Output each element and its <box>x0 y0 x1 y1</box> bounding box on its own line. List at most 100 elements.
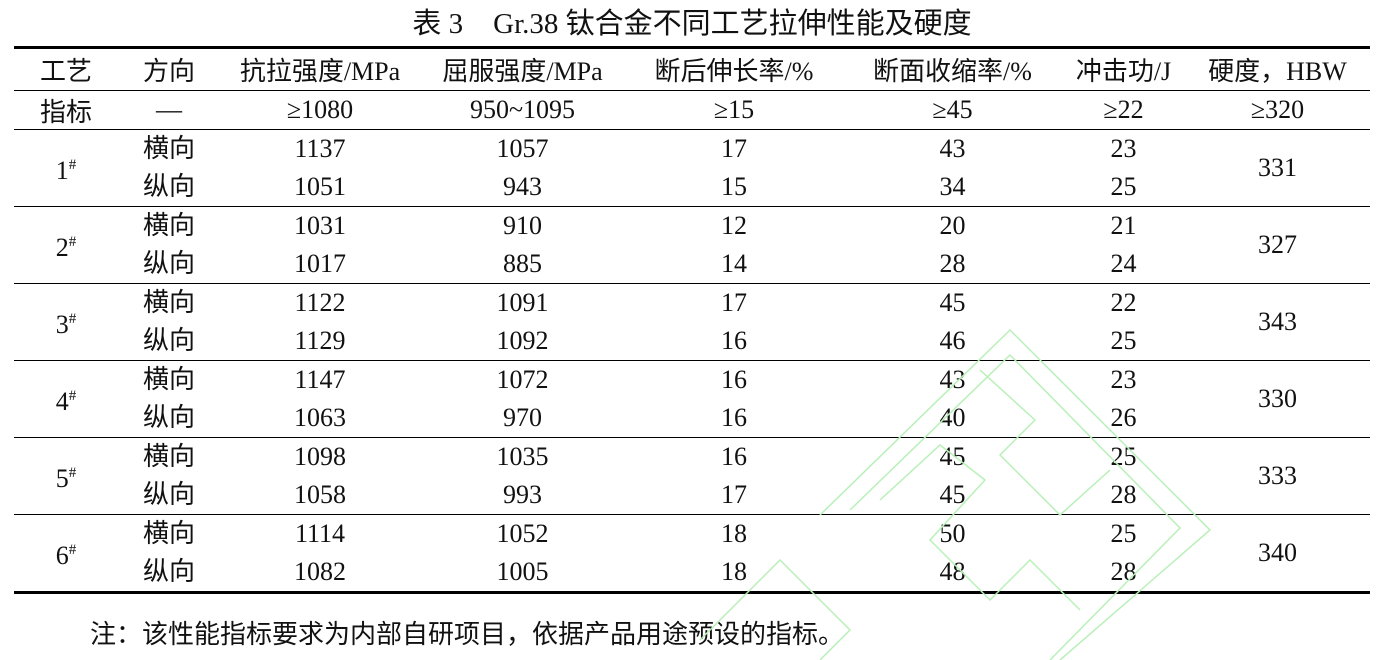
value-cell: 14 <box>625 245 843 284</box>
value-cell: 43 <box>939 134 966 163</box>
column-header: 方向 <box>118 46 220 91</box>
table-row: 纵向 1017 885 14 28 24 <box>14 245 1370 284</box>
direction-cell: 横向 <box>142 288 195 317</box>
value-cell: 16 <box>721 365 747 394</box>
value-cell: 16 <box>625 322 843 361</box>
hardness-cell: 331 <box>1185 129 1370 207</box>
direction-cell: 横向 <box>142 519 195 548</box>
value-cell: 1057 <box>496 134 549 163</box>
hardness-cell: 330 <box>1185 360 1370 438</box>
value-cell: 45 <box>939 442 966 471</box>
value-cell: 20 <box>939 211 966 240</box>
value-cell: 1082 <box>220 553 420 594</box>
process-cell: 3# <box>14 283 118 361</box>
hardness-cell: 340 <box>1185 514 1370 594</box>
index-row: 指标 — ≥1080 950~1095 ≥15 ≥45 ≥22 ≥320 <box>14 90 1370 130</box>
value-cell: 23 <box>1110 365 1137 394</box>
direction-cell: 横向 <box>142 442 195 471</box>
value-cell: 26 <box>1062 399 1185 438</box>
table-row: 4# 横向 1147 1072 16 43 23 330 <box>14 360 1370 438</box>
value-cell: 25 <box>1062 322 1185 361</box>
process-group: 6# 横向 1114 1052 18 50 25 340 纵向 1082 1005 18 48 28 <box>14 514 1370 594</box>
value-cell: 18 <box>721 519 747 548</box>
column-header: 屈服强度/MPa <box>420 46 625 91</box>
table-note: 注：该性能指标要求为内部自研项目，依据产品用途预设的指标。 <box>90 620 845 649</box>
column-header: 断面收缩率/% <box>843 46 1062 91</box>
column-header: 工艺 <box>14 46 118 91</box>
value-cell: 18 <box>625 553 843 594</box>
direction-cell: 纵向 <box>118 322 220 361</box>
value-cell: 1051 <box>220 168 420 207</box>
table-row: 6# 横向 1114 1052 18 50 25 340 <box>14 514 1370 594</box>
value-cell: 50 <box>939 519 966 548</box>
column-header: 冲击功/J <box>1062 46 1185 91</box>
table-title: 表 3 Gr.38 钛合金不同工艺拉伸性能及硬度 <box>0 4 1384 44</box>
table-row: 纵向 1063 970 16 40 26 <box>14 399 1370 438</box>
value-cell: 23 <box>1110 134 1137 163</box>
value-cell: 21 <box>1110 211 1137 240</box>
value-cell: 25 <box>1062 168 1185 207</box>
value-cell: 1031 <box>294 211 346 240</box>
value-cell: 1098 <box>294 442 346 471</box>
header-row: 工艺 方向 抗拉强度/MPa 屈服强度/MPa 断后伸长率/% 断面收缩率/% 冲击功/J 硬… <box>14 46 1370 91</box>
value-cell: 1035 <box>496 442 549 471</box>
direction-cell: 横向 <box>142 365 195 394</box>
index-cell: ≥320 <box>1185 90 1370 130</box>
direction-cell: 纵向 <box>118 553 220 594</box>
column-header: 抗拉强度/MPa <box>220 46 420 91</box>
value-cell: 1137 <box>294 134 346 163</box>
value-cell: 17 <box>625 476 843 515</box>
table-row: 纵向 1058 993 17 45 28 <box>14 476 1370 515</box>
value-cell: 22 <box>1110 288 1137 317</box>
value-cell: 970 <box>420 399 625 438</box>
process-cell: 1# <box>14 129 118 207</box>
direction-cell: 横向 <box>142 134 195 163</box>
process-label: 1 <box>55 156 69 185</box>
value-cell: 1114 <box>294 519 346 548</box>
process-label: 3 <box>55 310 69 339</box>
index-cell: ≥22 <box>1062 90 1185 130</box>
value-cell: 1092 <box>420 322 625 361</box>
process-mark: # <box>68 388 77 404</box>
process-group: 4# 横向 1147 1072 16 43 23 330 纵向 1063 970 16 40 26 <box>14 360 1370 438</box>
table-caption: Gr.38 钛合金不同工艺拉伸性能及硬度 <box>493 8 972 40</box>
process-group: 2# 横向 1031 910 12 20 21 327 纵向 1017 885 14 28 24 <box>14 206 1370 284</box>
process-mark: # <box>68 157 77 173</box>
process-mark: # <box>68 311 77 327</box>
value-cell: 17 <box>721 288 747 317</box>
value-cell: 1005 <box>420 553 625 594</box>
properties-table: 工艺 方向 抗拉强度/MPa 屈服强度/MPa 断后伸长率/% 断面收缩率/% 冲击功/J 硬… <box>14 46 1370 594</box>
index-cell: ≥1080 <box>220 90 420 130</box>
process-cell: 6# <box>14 514 118 594</box>
value-cell: 25 <box>1110 519 1137 548</box>
value-cell: 910 <box>503 211 542 240</box>
value-cell: 43 <box>939 365 966 394</box>
process-cell: 5# <box>14 437 118 515</box>
value-cell: 1058 <box>220 476 420 515</box>
value-cell: 1129 <box>220 322 420 361</box>
value-cell: 16 <box>721 442 747 471</box>
column-header: 断后伸长率/% <box>625 46 843 91</box>
value-cell: 24 <box>1062 245 1185 284</box>
hardness-cell: 343 <box>1185 283 1370 361</box>
value-cell: 34 <box>843 168 1062 207</box>
table-row: 2# 横向 1031 910 12 20 21 327 <box>14 206 1370 284</box>
table-row: 1# 横向 1137 1057 17 43 23 331 <box>14 129 1370 207</box>
value-cell: 28 <box>1062 476 1185 515</box>
process-label: 2 <box>55 233 69 262</box>
value-cell: 1052 <box>496 519 549 548</box>
value-cell: 45 <box>843 476 1062 515</box>
direction-cell: 纵向 <box>118 168 220 207</box>
column-header: 硬度，HBW <box>1185 46 1370 91</box>
process-cell: 2# <box>14 206 118 284</box>
value-cell: 1072 <box>496 365 549 394</box>
value-cell: 1063 <box>220 399 420 438</box>
direction-cell: 纵向 <box>118 399 220 438</box>
hardness-cell: 327 <box>1185 206 1370 284</box>
process-label: 5 <box>55 464 69 493</box>
value-cell: 943 <box>420 168 625 207</box>
process-label: 6 <box>55 541 69 570</box>
value-cell: 15 <box>625 168 843 207</box>
hardness-cell: 333 <box>1185 437 1370 515</box>
index-cell: — <box>118 90 220 130</box>
